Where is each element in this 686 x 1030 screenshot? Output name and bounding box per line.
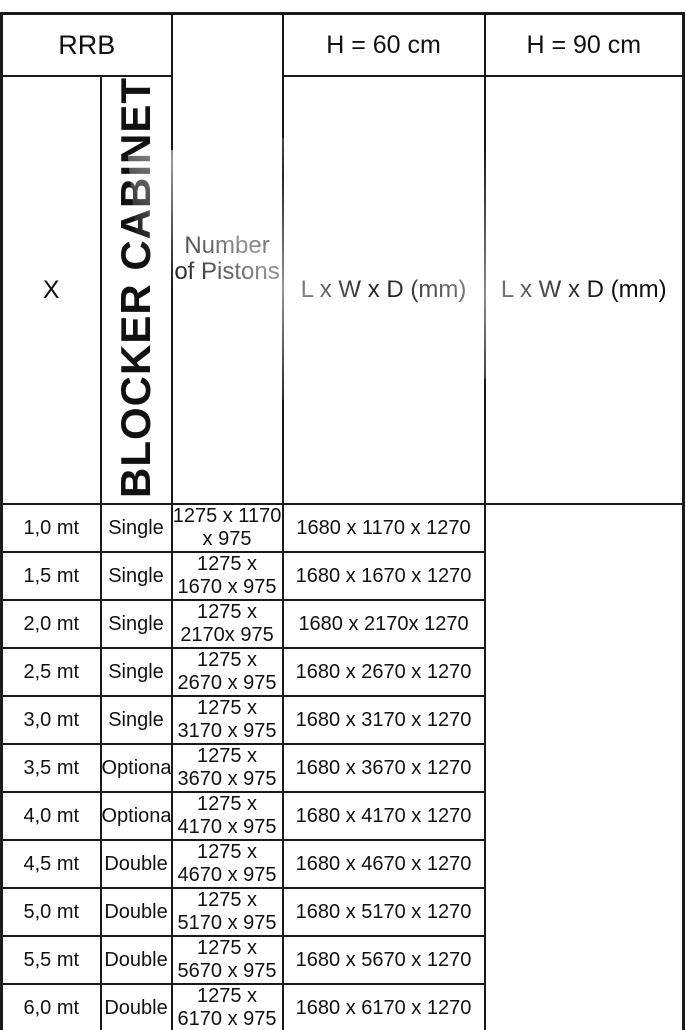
table-row: 5,5 mt Double 1275 x 5670 x 975 1680 x 5… xyxy=(0,935,684,985)
cell-dimensions-h90: 1680 x 1170 x 1270 xyxy=(281,503,486,553)
cell-dimensions-h90: 1680 x 3670 x 1270 xyxy=(281,743,486,793)
cell-dimensions-h90: 1680 x 3170 x 1270 xyxy=(281,695,486,745)
cell-x-length: 4,5 mt xyxy=(0,839,102,889)
cell-dimensions-h90: 1680 x 1670 x 1270 xyxy=(281,551,486,601)
table-row: 2,5 mt Single 1275 x 2670 x 975 1680 x 2… xyxy=(0,647,684,697)
cell-pistons: Optional xyxy=(99,743,173,793)
cell-pistons: Double xyxy=(99,887,173,937)
cell-dimensions-h60: 1275 x 1170 x 975 xyxy=(170,503,284,553)
header-cell-number-of-pistons: Number of Pistons xyxy=(170,12,284,505)
table-row: 3,0 mt Single 1275 x 3170 x 975 1680 x 3… xyxy=(0,695,684,745)
table-row: 1,0 mt Single 1275 x 1170 x 975 1680 x 1… xyxy=(0,503,684,553)
cell-pistons: Double xyxy=(99,839,173,889)
cell-dimensions-h60: 1275 x 6170 x 975 xyxy=(170,983,284,1030)
header-cell-rrb: RRB xyxy=(0,12,173,77)
cell-dimensions-h90: 1680 x 2170x 1270 xyxy=(281,599,486,649)
table-row: 1,5 mt Single 1275 x 1670 x 975 1680 x 1… xyxy=(0,551,684,601)
table-row: 5,0 mt Double 1275 x 5170 x 975 1680 x 5… xyxy=(0,887,684,937)
cell-pistons: Double xyxy=(99,983,173,1030)
cell-dimensions-h60: 1275 x 3170 x 975 xyxy=(170,695,284,745)
cell-dimensions-h90: 1680 x 4170 x 1270 xyxy=(281,791,486,841)
cell-dimensions-h60: 1275 x 1670 x 975 xyxy=(170,551,284,601)
cell-x-length: 1,5 mt xyxy=(0,551,102,601)
cell-pistons: Single xyxy=(99,551,173,601)
header-cell-h60: H = 60 cm xyxy=(281,12,486,77)
cell-pistons: Optional xyxy=(99,791,173,841)
spec-table-container: RRB Number of Pistons H = 60 cm H = 90 c… xyxy=(0,12,686,1030)
cell-x-length: 1,0 mt xyxy=(0,503,102,553)
header-cell-dims-h60: L x W x D (mm) xyxy=(281,75,486,505)
cell-dimensions-h60: 1275 x 5670 x 975 xyxy=(170,935,284,985)
cell-x-length: 6,0 mt xyxy=(0,983,102,1030)
cell-dimensions-h90: 1680 x 5170 x 1270 xyxy=(281,887,486,937)
header-cell-x: X xyxy=(0,75,102,505)
header-cell-h90: H = 90 cm xyxy=(483,12,685,77)
table-row: 3,5 mt Optional 1275 x 3670 x 975 1680 x… xyxy=(0,743,684,793)
cell-x-length: 4,0 mt xyxy=(0,791,102,841)
cell-pistons: Single xyxy=(99,599,173,649)
table-row: 2,0 mt Single 1275 x 2170x 975 1680 x 21… xyxy=(0,599,684,649)
cell-dimensions-h60: 1275 x 2670 x 975 xyxy=(170,647,284,697)
cell-x-length: 3,5 mt xyxy=(0,743,102,793)
cell-x-length: 2,0 mt xyxy=(0,599,102,649)
cell-x-length: 5,0 mt xyxy=(0,887,102,937)
cell-dimensions-h60: 1275 x 4670 x 975 xyxy=(170,839,284,889)
cell-dimensions-h60: 1275 x 2170x 975 xyxy=(170,599,284,649)
cell-pistons: Double xyxy=(99,935,173,985)
cell-dimensions-h90: 1680 x 2670 x 1270 xyxy=(281,647,486,697)
vertical-label-blocker-cabinet: BLOCKER CABINET xyxy=(112,77,159,498)
cell-dimensions-h60: 1275 x 4170 x 975 xyxy=(170,791,284,841)
table-row: 6,0 mt Double 1275 x 6170 x 975 1680 x 6… xyxy=(0,983,684,1030)
cell-pistons: Single xyxy=(99,503,173,553)
table-row: 4,5 mt Double 1275 x 4670 x 975 1680 x 4… xyxy=(0,839,684,889)
blocker-cabinet-spec-table: RRB Number of Pistons H = 60 cm H = 90 c… xyxy=(0,12,686,1030)
cell-dimensions-h90: 1680 x 5670 x 1270 xyxy=(281,935,486,985)
cell-dimensions-h60: 1275 x 5170 x 975 xyxy=(170,887,284,937)
cell-x-length: 5,5 mt xyxy=(0,935,102,985)
cell-dimensions-h60: 1275 x 3670 x 975 xyxy=(170,743,284,793)
table-row: 4,0 mt Optional 1275 x 4170 x 975 1680 x… xyxy=(0,791,684,841)
cell-pistons: Single xyxy=(99,695,173,745)
cell-dimensions-h90: 1680 x 4670 x 1270 xyxy=(281,839,486,889)
vertical-label-cell: BLOCKER CABINET xyxy=(99,75,173,505)
cell-x-length: 3,0 mt xyxy=(0,695,102,745)
header-cell-dims-h90: L x W x D (mm) xyxy=(483,75,685,505)
cell-dimensions-h90: 1680 x 6170 x 1270 xyxy=(281,983,486,1030)
cell-pistons: Single xyxy=(99,647,173,697)
cell-x-length: 2,5 mt xyxy=(0,647,102,697)
